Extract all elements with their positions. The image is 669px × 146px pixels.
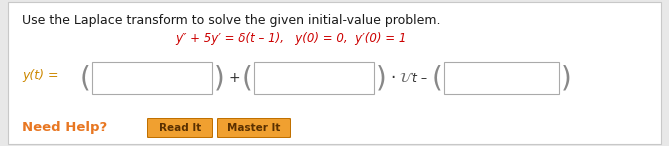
Text: $\mathcal{U}$: $\mathcal{U}$	[399, 71, 414, 85]
FancyBboxPatch shape	[218, 119, 290, 137]
Text: Master It: Master It	[227, 123, 281, 133]
Text: +: +	[228, 71, 240, 85]
Text: y″ + 5y′ = δ(t – 1),   y(0) = 0,  y′(0) = 1: y″ + 5y′ = δ(t – 1), y(0) = 0, y′(0) = 1	[175, 32, 406, 45]
FancyBboxPatch shape	[8, 2, 661, 144]
FancyBboxPatch shape	[444, 62, 559, 94]
Text: Need Help?: Need Help?	[22, 121, 107, 134]
Text: ): )	[561, 64, 572, 92]
Text: t –: t –	[412, 72, 427, 85]
Text: Read It: Read It	[159, 123, 201, 133]
FancyBboxPatch shape	[217, 118, 291, 138]
Text: ·: ·	[390, 69, 395, 87]
FancyBboxPatch shape	[148, 119, 212, 137]
Text: ): )	[214, 64, 225, 92]
Text: ): )	[376, 64, 387, 92]
Text: (: (	[242, 64, 253, 92]
Text: y(t) =: y(t) =	[22, 68, 58, 81]
FancyBboxPatch shape	[254, 62, 374, 94]
Text: Use the Laplace transform to solve the given initial-value problem.: Use the Laplace transform to solve the g…	[22, 14, 440, 27]
Text: (: (	[432, 64, 443, 92]
FancyBboxPatch shape	[147, 118, 213, 138]
Text: (: (	[80, 64, 91, 92]
FancyBboxPatch shape	[92, 62, 212, 94]
